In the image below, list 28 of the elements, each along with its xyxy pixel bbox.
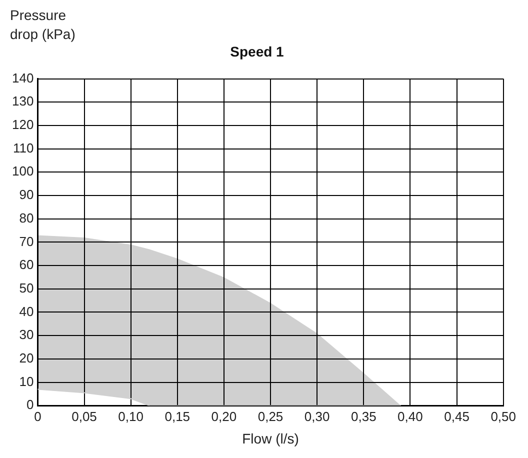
- y-tick-label: 90: [19, 187, 34, 202]
- x-tick-label: 0,45: [444, 408, 470, 424]
- y-tick-label: 20: [19, 350, 34, 366]
- y-tick-label: 70: [19, 234, 34, 249]
- y-tick-label: 50: [19, 280, 34, 296]
- y-tick-label: 80: [19, 210, 34, 226]
- x-tick-label: 0,35: [350, 408, 376, 424]
- y-tick-label: 140: [12, 70, 34, 86]
- x-axis-title: Flow (l/s): [242, 430, 299, 446]
- x-tick-label: 0,10: [118, 408, 144, 424]
- y-tick-label: 100: [12, 164, 34, 179]
- y-tick-label: 40: [19, 304, 34, 319]
- chart-title: Speed 1: [230, 43, 284, 60]
- y-tick-label: 10: [19, 374, 34, 389]
- y-tick-label: 120: [12, 117, 34, 132]
- y-tick-label: 110: [12, 140, 34, 156]
- y-tick-label: 0: [26, 397, 34, 412]
- y-tick-label: 60: [19, 257, 34, 272]
- y-axis-title: Pressure drop (kPa): [10, 6, 76, 44]
- y-tick-label: 130: [12, 94, 34, 109]
- x-tick-label: 0,15: [164, 408, 190, 424]
- x-tick-label: 0,30: [304, 408, 330, 424]
- y-tick-label: 30: [19, 327, 34, 342]
- x-tick-label: 0,40: [398, 408, 423, 424]
- x-tick-label: 0,20: [211, 408, 237, 424]
- x-tick-label: 0,25: [258, 408, 284, 424]
- x-tick-label: 0,50: [490, 408, 516, 424]
- x-tick-label: 0,05: [72, 408, 97, 424]
